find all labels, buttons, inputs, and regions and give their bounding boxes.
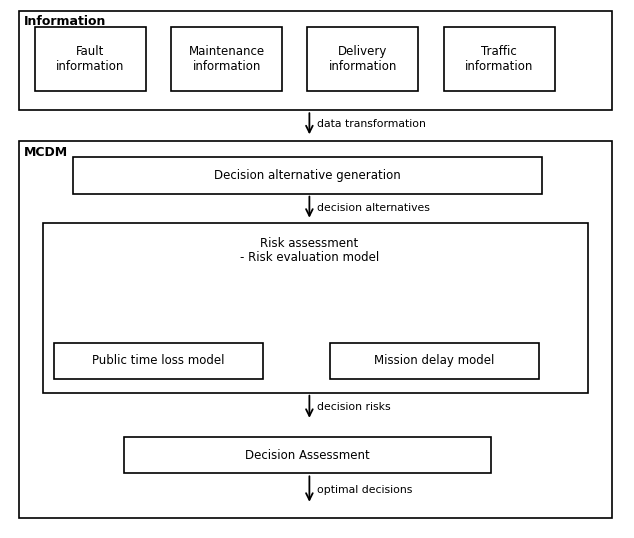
Text: Decision alternative generation: Decision alternative generation	[214, 169, 401, 182]
Text: data transformation: data transformation	[317, 119, 426, 129]
Bar	[73, 157, 542, 194]
Text: Public time loss model: Public time loss model	[93, 355, 224, 367]
Text: Mission delay model: Mission delay model	[374, 355, 495, 367]
Bar	[43, 223, 588, 393]
Text: Risk assessment: Risk assessment	[261, 237, 358, 250]
Bar	[19, 11, 612, 110]
Text: Delivery
information: Delivery information	[329, 45, 397, 73]
Text: Traffic
information: Traffic information	[465, 45, 533, 73]
Bar	[444, 27, 555, 91]
Bar	[307, 27, 418, 91]
Text: Decision Assessment: Decision Assessment	[245, 449, 370, 462]
Bar	[171, 27, 282, 91]
Text: Fault
information: Fault information	[56, 45, 124, 73]
Bar	[19, 141, 612, 518]
Text: decision risks: decision risks	[317, 402, 391, 412]
Bar	[124, 437, 491, 473]
Bar	[330, 343, 539, 379]
Text: MCDM: MCDM	[24, 146, 68, 159]
Bar	[54, 343, 263, 379]
Text: decision alternatives: decision alternatives	[317, 203, 430, 213]
Bar	[35, 27, 146, 91]
Text: Maintenance
information: Maintenance information	[188, 45, 265, 73]
Text: - Risk evaluation model: - Risk evaluation model	[240, 251, 379, 264]
Text: Information: Information	[24, 15, 107, 28]
Text: optimal decisions: optimal decisions	[317, 485, 412, 494]
